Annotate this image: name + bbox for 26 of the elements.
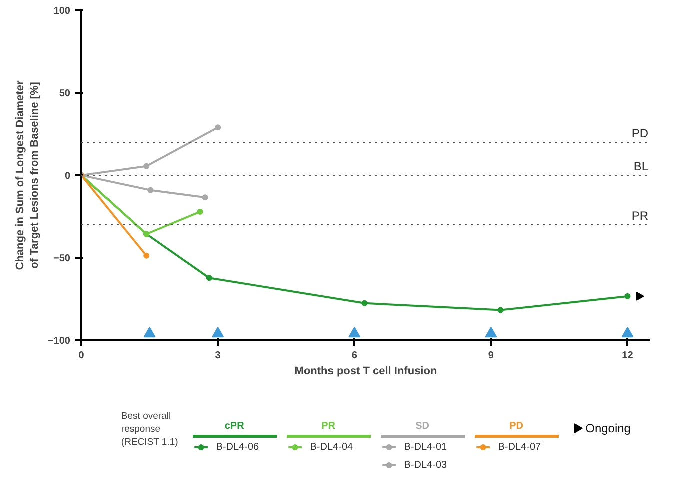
y-tick-label: −100 — [48, 336, 71, 347]
text: cPR — [224, 421, 246, 432]
legend-label: B-DL4-03 — [404, 460, 448, 471]
text: SD — [416, 421, 430, 432]
y-tick-label: −50 — [54, 254, 71, 264]
legend-title: Best overall response (RECIST 1.1) — [121, 411, 178, 448]
y-tick-label: 0 — [64, 171, 71, 182]
y-tick-label: 50 — [59, 88, 71, 100]
x-tick-label: 3 — [215, 350, 222, 362]
legend-label: B-DL4-01 — [404, 442, 448, 453]
legend-label: B-DL4-06 — [216, 442, 260, 453]
text: PD — [510, 421, 524, 432]
ref-line-label: BL — [634, 160, 649, 174]
legend-label: B-DL4-07 — [498, 442, 542, 453]
x-tick-label: 0 — [78, 350, 85, 362]
x-tick-label: 6 — [352, 350, 358, 362]
x-tick-label: 12 — [622, 350, 634, 362]
legend-label: Ongoing — [586, 422, 631, 436]
legend-label: B-DL4-04 — [310, 442, 354, 453]
x-axis-title: Months post T cell Infusion — [294, 366, 438, 378]
ref-line-label: PD — [632, 126, 649, 140]
y-axis-title: Change in Sum of Longest Diameter of Target Lesions from Baseline [%] — [14, 80, 41, 270]
text: PR — [322, 421, 336, 432]
x-tick-label: 9 — [488, 350, 494, 362]
y-tick-label: 100 — [54, 6, 71, 17]
ref-line-label: PR — [632, 209, 649, 223]
